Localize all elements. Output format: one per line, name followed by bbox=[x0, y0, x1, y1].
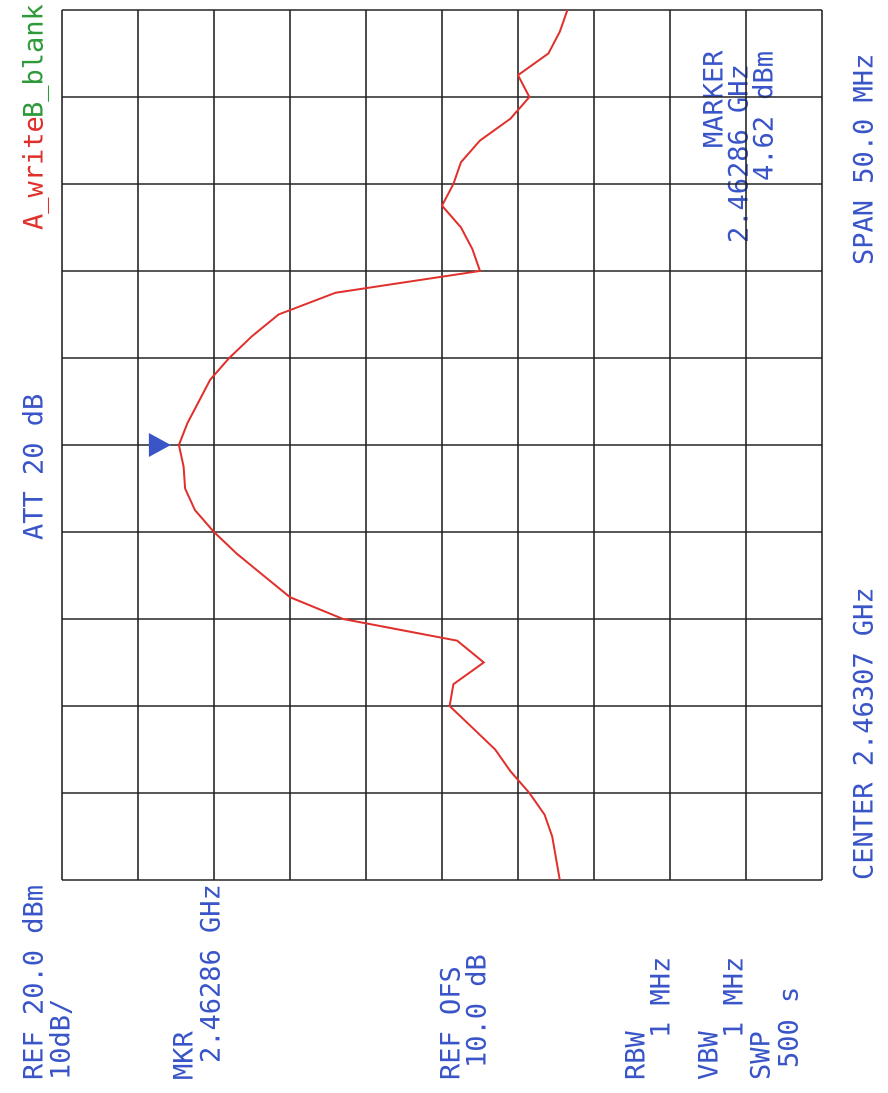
swp-label: SWP bbox=[746, 1031, 777, 1080]
mkr-label: MKR bbox=[169, 1030, 200, 1080]
trace-a: A_write bbox=[19, 116, 50, 230]
marker-freq: 2.46286 GHz bbox=[724, 64, 755, 243]
rotated-screen: REF 20.0 dBm 10dB/ ATT 20 dB A_write B_b… bbox=[19, 4, 880, 1080]
span: SPAN 50.0 MHz bbox=[849, 54, 880, 265]
attenuation: ATT 20 dB bbox=[19, 394, 50, 540]
rbw: 1 MHz bbox=[646, 957, 677, 1038]
trace bbox=[177, 9, 569, 881]
ref-level: REF 20.0 dBm bbox=[19, 885, 50, 1080]
marker-title: MARKER bbox=[699, 50, 730, 148]
mkr-freq: 2.46286 GHz bbox=[196, 884, 227, 1063]
ref-ofs: 10.0 dB bbox=[462, 954, 493, 1068]
swp: 500 s bbox=[774, 987, 805, 1068]
marker bbox=[148, 433, 171, 457]
vbw: 1 MHz bbox=[719, 957, 750, 1038]
trace-b: B_blank bbox=[19, 4, 50, 118]
scale: 10dB/ bbox=[46, 999, 77, 1080]
rbw-label: RBW bbox=[621, 1030, 652, 1080]
center-freq: CENTER 2.46307 GHz bbox=[849, 587, 880, 880]
vbw-label: VBW bbox=[694, 1030, 725, 1080]
marker-level: 4.62 dBm bbox=[749, 51, 780, 181]
ref-ofs-label: REF OFS bbox=[436, 966, 467, 1080]
